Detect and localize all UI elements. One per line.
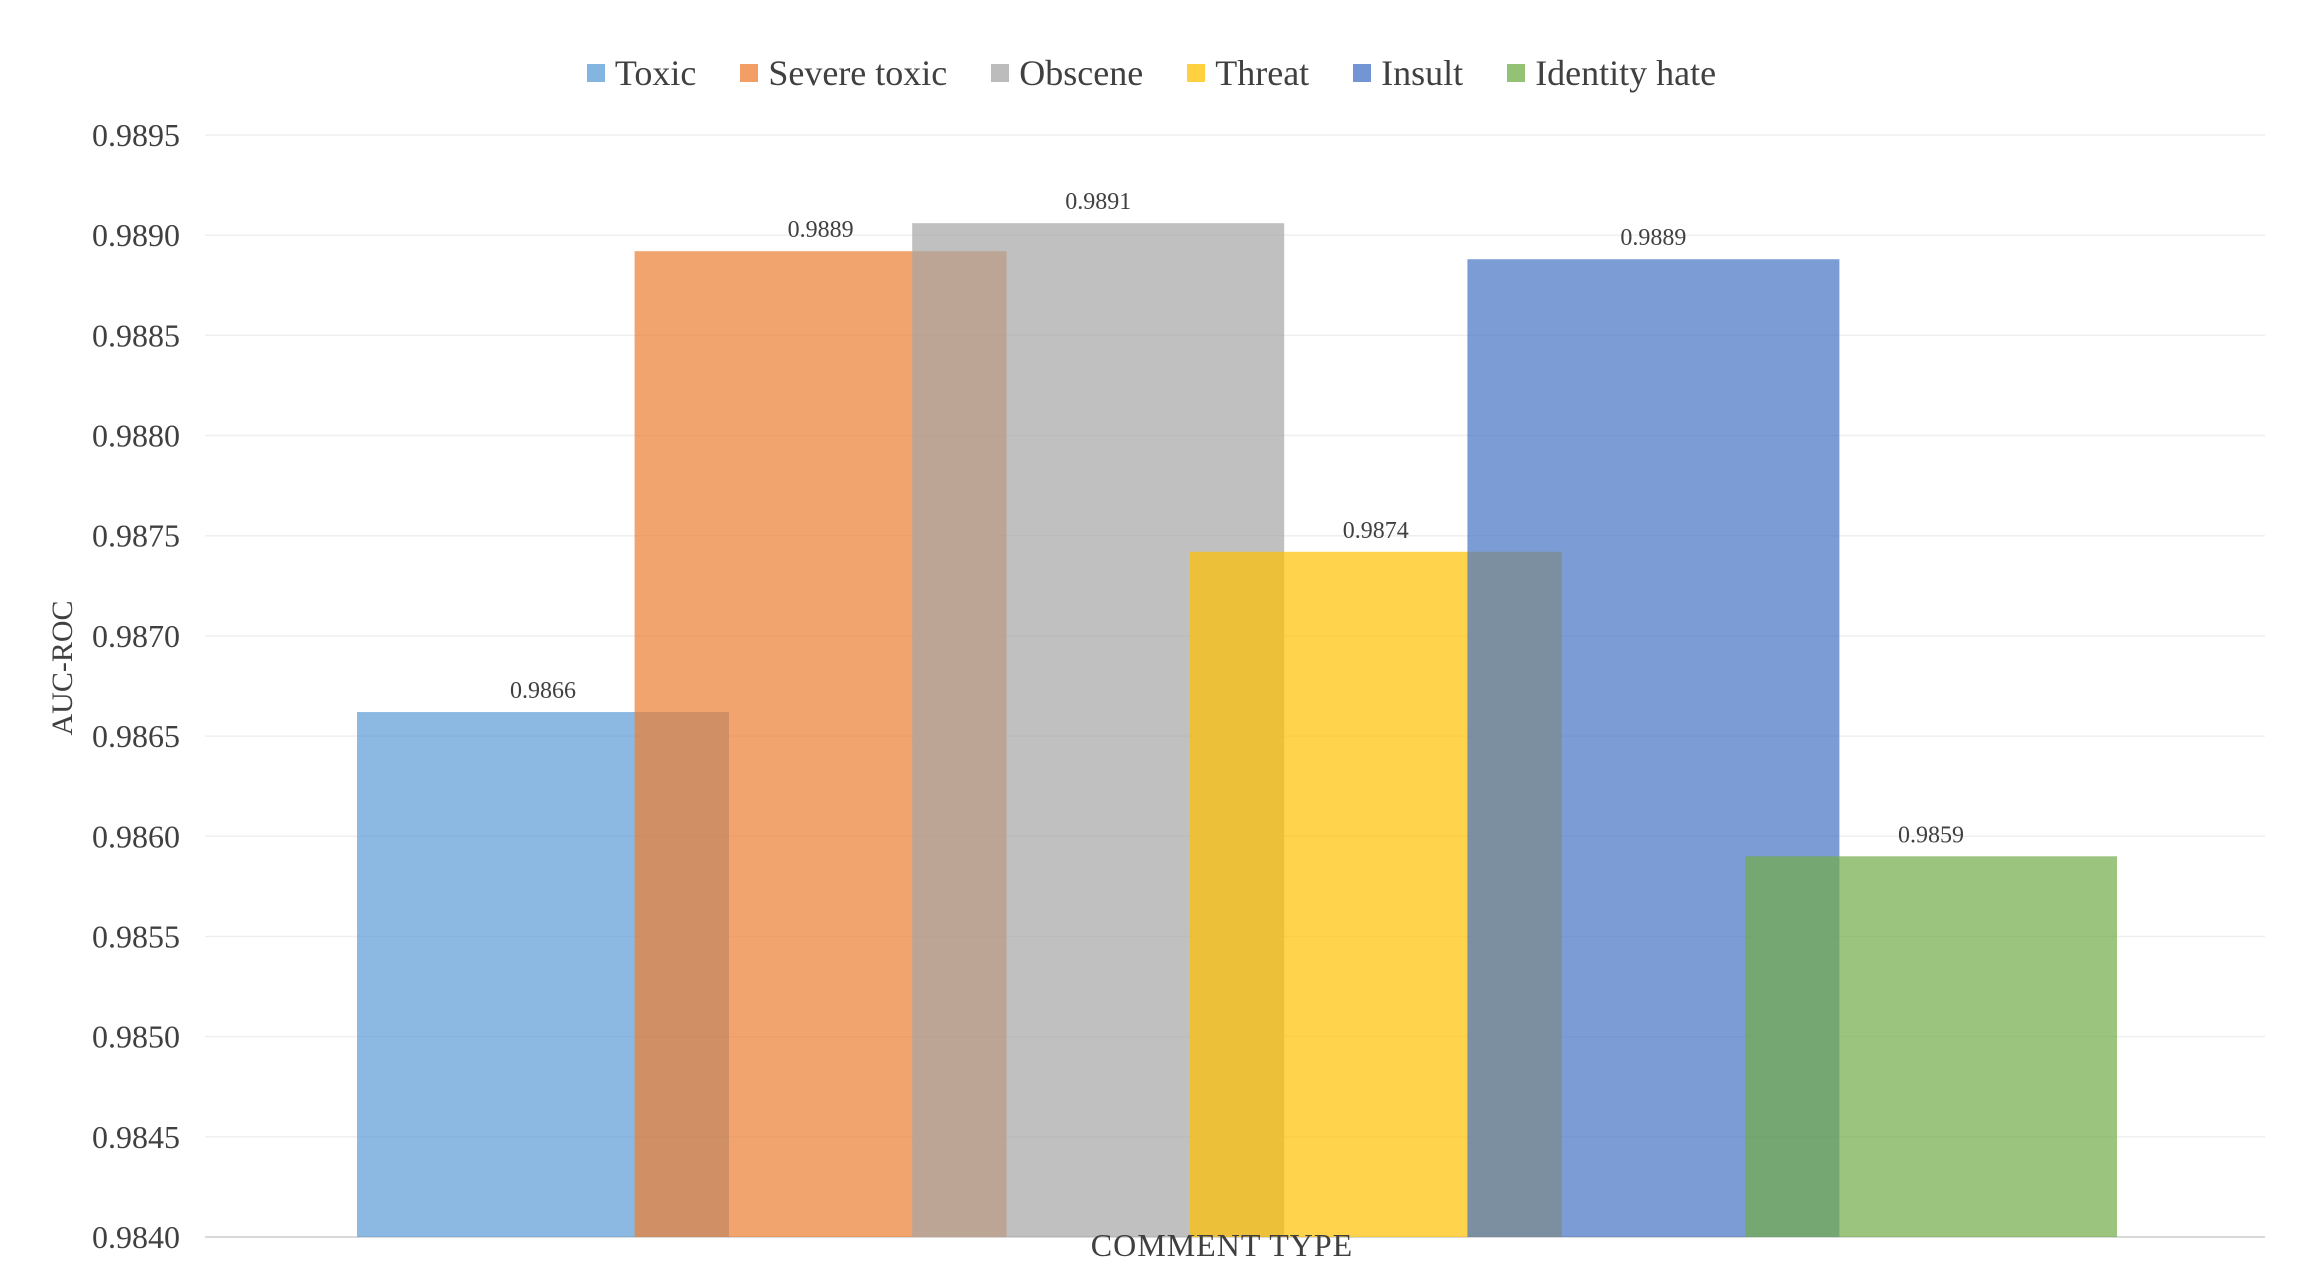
data-label: 0.9889 bbox=[788, 217, 854, 243]
legend-swatch bbox=[586, 64, 605, 82]
y-tick-label: 0.9890 bbox=[92, 217, 180, 253]
y-axis-label: AUC-ROC bbox=[46, 600, 79, 735]
legend-item: Threat bbox=[1187, 52, 1309, 94]
legend-label: Threat bbox=[1215, 53, 1310, 93]
data-label: 0.9859 bbox=[1898, 822, 1964, 848]
legend-item: Severe toxic bbox=[740, 52, 947, 94]
y-tick-label: 0.9875 bbox=[92, 518, 180, 554]
data-labels: 0.9866 0.9889 0.9891 0.9874 0.9889 0.9859 bbox=[510, 189, 1964, 848]
legend-item: Toxic bbox=[586, 52, 697, 94]
bar-identity-hate bbox=[1745, 856, 2117, 1237]
y-tick-label: 0.9845 bbox=[92, 1119, 180, 1155]
y-tick-label: 0.9895 bbox=[92, 117, 180, 153]
bars bbox=[357, 223, 2117, 1237]
legend-item: Insult bbox=[1353, 52, 1463, 94]
legend-label: Identity hate bbox=[1535, 53, 1717, 93]
y-tick-label: 0.9880 bbox=[92, 418, 180, 454]
legend-label: Severe toxic bbox=[768, 53, 948, 93]
data-label: 0.9889 bbox=[1620, 225, 1686, 251]
y-tick-label: 0.9860 bbox=[92, 818, 180, 854]
legend-swatch bbox=[1507, 64, 1526, 82]
data-label: 0.9891 bbox=[1065, 189, 1131, 215]
legend-swatch bbox=[1187, 64, 1206, 82]
y-tick-label: 0.9850 bbox=[92, 1019, 180, 1055]
data-label: 0.9874 bbox=[1343, 518, 1409, 544]
legend-label: Obscene bbox=[1019, 53, 1144, 93]
y-axis-ticks: 0.9840 0.9845 0.9850 0.9855 0.9860 0.9865 0.98… bbox=[92, 117, 180, 1255]
x-axis-label: COMMENT TYPE bbox=[1091, 1227, 1353, 1263]
legend-item: Obscene bbox=[991, 52, 1143, 94]
legend-label: Toxic bbox=[614, 53, 697, 93]
legend-label: Insult bbox=[1381, 53, 1464, 93]
y-tick-label: 0.9870 bbox=[92, 618, 180, 654]
legend-swatch bbox=[991, 64, 1010, 82]
y-tick-label: 0.9855 bbox=[92, 918, 180, 954]
y-tick-label: 0.9865 bbox=[92, 718, 180, 754]
data-label: 0.9866 bbox=[510, 678, 576, 704]
y-tick-label: 0.9885 bbox=[92, 317, 180, 353]
legend-swatch bbox=[1353, 64, 1372, 82]
legend-item: Identity hate bbox=[1507, 52, 1716, 94]
y-tick-label: 0.9840 bbox=[92, 1219, 180, 1255]
legend-swatch bbox=[740, 64, 759, 82]
chart-legend: Toxic Severe toxic Obscene Threat Insult Iden… bbox=[0, 52, 2303, 94]
